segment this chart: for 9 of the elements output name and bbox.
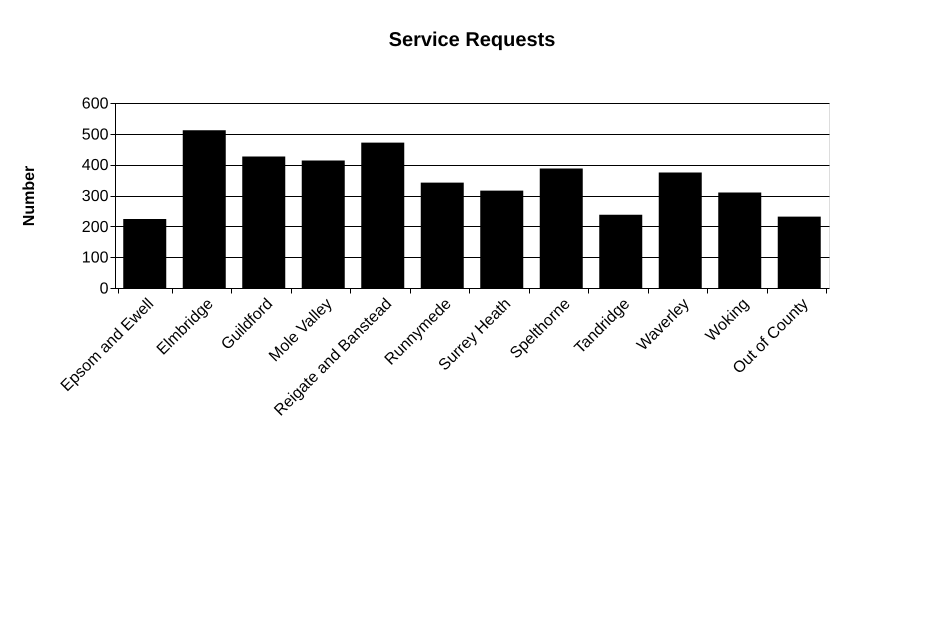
y-tick-label: 300 [82,188,109,205]
y-tick-label: 100 [82,250,109,267]
y-tick-label: 400 [82,157,109,174]
y-tick-label: 500 [82,126,109,144]
y-axis-title: Number [20,166,38,226]
chart-title: Service Requests [388,29,556,51]
y-tick-label: 0 [100,280,109,298]
y-tick-label: 200 [82,218,109,236]
y-tick-label: 600 [82,96,109,112]
